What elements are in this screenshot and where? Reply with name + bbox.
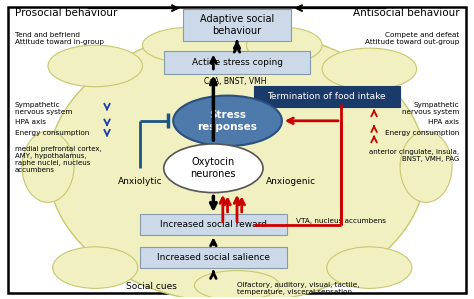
Text: Social cues: Social cues: [127, 282, 177, 291]
Text: Increased social salience: Increased social salience: [157, 253, 270, 262]
Text: Oxytocin
neurones: Oxytocin neurones: [191, 158, 236, 179]
Text: Tend and befriend
Attitude toward in-group: Tend and befriend Attitude toward in-gro…: [15, 32, 104, 45]
Text: Energy consumption: Energy consumption: [15, 130, 89, 136]
Text: HPA axis: HPA axis: [428, 119, 459, 125]
Text: Active stress coping: Active stress coping: [191, 58, 283, 67]
Ellipse shape: [48, 45, 143, 87]
FancyBboxPatch shape: [182, 9, 292, 41]
Text: Adaptive social
behaviour: Adaptive social behaviour: [200, 14, 274, 36]
Ellipse shape: [143, 28, 237, 63]
Ellipse shape: [22, 131, 74, 202]
FancyBboxPatch shape: [140, 247, 287, 268]
FancyBboxPatch shape: [164, 51, 310, 74]
Text: CeA, BNST, VMH: CeA, BNST, VMH: [204, 77, 266, 86]
Text: Olfactory, auditory, visual, tactile,
temperature, visceral sensation: Olfactory, auditory, visual, tactile, te…: [237, 282, 359, 295]
Text: anterior cingulate, insula,
BNST, VMH, PAG: anterior cingulate, insula, BNST, VMH, P…: [369, 149, 459, 162]
Text: Prosocial behaviour: Prosocial behaviour: [15, 8, 117, 18]
Text: Increased social reward: Increased social reward: [160, 220, 267, 229]
FancyBboxPatch shape: [254, 86, 400, 107]
Text: Termination of food intake: Termination of food intake: [267, 92, 386, 101]
Text: Sympathetic
nervous system: Sympathetic nervous system: [15, 102, 72, 115]
FancyBboxPatch shape: [8, 7, 466, 293]
Ellipse shape: [194, 271, 280, 299]
Text: Stress
responses: Stress responses: [198, 110, 257, 132]
Ellipse shape: [322, 48, 417, 90]
Ellipse shape: [173, 96, 282, 146]
Ellipse shape: [327, 247, 412, 288]
Text: Sympathetic
nervous system: Sympathetic nervous system: [402, 102, 459, 115]
Ellipse shape: [48, 30, 426, 299]
Text: VTA, nucleus accumbens: VTA, nucleus accumbens: [296, 218, 386, 224]
Text: Antisocial behaviour: Antisocial behaviour: [353, 8, 459, 18]
Text: Anxiogenic: Anxiogenic: [266, 177, 317, 186]
Text: HPA axis: HPA axis: [15, 119, 46, 125]
Ellipse shape: [400, 131, 452, 202]
Text: Energy consumption: Energy consumption: [385, 130, 459, 136]
Text: Anxiolytic: Anxiolytic: [118, 177, 163, 186]
Ellipse shape: [246, 28, 322, 63]
Text: Compete and defeat
Attitude toward out-group: Compete and defeat Attitude toward out-g…: [365, 32, 459, 45]
Text: medial prefrontal cortex,
AMY, hypothalamus,
raphe nuclei, nucleus
accumbens: medial prefrontal cortex, AMY, hypothala…: [15, 146, 101, 173]
Ellipse shape: [53, 247, 138, 288]
Ellipse shape: [164, 144, 263, 193]
FancyBboxPatch shape: [140, 214, 287, 235]
